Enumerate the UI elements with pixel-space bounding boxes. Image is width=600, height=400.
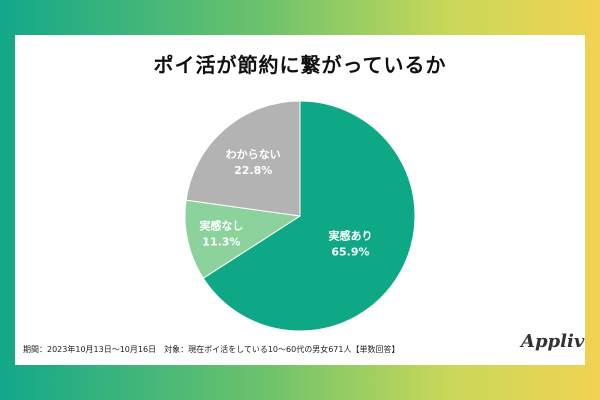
slice-label-2: 実感なし: [199, 218, 243, 232]
slice-value-3: 22.8%: [234, 164, 272, 177]
slice-value-1: 65.9%: [331, 246, 369, 259]
survey-footnote: 期間：2023年10月13日〜10月16日 対象：現在ポイ活をしている10〜60…: [23, 345, 400, 354]
chart-card: ポイ活が節約に繋がっているか 実感あり 65.9% 実感なし 11.3% わからない 22…: [15, 35, 585, 365]
appliv-logo: Appliv: [521, 331, 585, 352]
pie-slice-1: [202, 100, 416, 332]
pie-slice-3: [185, 100, 301, 217]
pie-slice-2: [184, 199, 302, 279]
slice-label-3: わからない: [226, 148, 281, 161]
chart-title: ポイ活が節約に繋がっているか: [153, 53, 447, 77]
pie-chart: 実感あり 65.9% 実感なし 11.3% わからない 22.8%: [184, 100, 416, 332]
slice-value-2: 11.3%: [202, 235, 240, 248]
slice-label-1: 実感あり: [328, 229, 372, 243]
